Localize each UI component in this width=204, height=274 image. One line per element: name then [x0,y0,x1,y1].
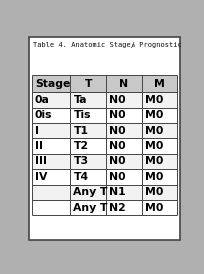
Text: N0: N0 [109,141,126,151]
Text: N0: N0 [109,156,126,167]
Text: N: N [119,79,128,89]
Text: 0a: 0a [35,95,50,105]
Bar [32,154,177,169]
Bar [32,92,177,108]
Text: 0is: 0is [35,110,52,120]
Text: IV: IV [35,172,47,182]
Bar [32,169,177,185]
Bar [32,75,177,92]
Text: N0: N0 [109,95,126,105]
Bar [32,108,177,123]
Text: M0: M0 [145,110,163,120]
Text: I: I [35,126,39,136]
Text: N2: N2 [109,203,126,213]
Bar [32,185,177,200]
Text: M0: M0 [145,187,163,197]
Text: T1: T1 [73,126,88,136]
Text: II: II [35,141,43,151]
Text: Any T: Any T [73,187,108,197]
Text: N0: N0 [109,172,126,182]
Text: III: III [35,156,47,167]
Text: a: a [132,43,134,48]
Text: T2: T2 [73,141,89,151]
Text: T4: T4 [73,172,89,182]
Text: Stage: Stage [35,79,70,89]
Text: N0: N0 [109,110,126,120]
Text: Ta: Ta [73,95,87,105]
Text: M0: M0 [145,126,163,136]
Text: T: T [84,79,92,89]
Bar [32,123,177,138]
Text: N0: N0 [109,126,126,136]
Text: Any T: Any T [73,203,108,213]
Text: M0: M0 [145,141,163,151]
Text: M0: M0 [145,156,163,167]
Bar [32,200,177,215]
Text: M: M [154,79,165,89]
Text: M0: M0 [145,172,163,182]
Text: T3: T3 [73,156,89,167]
Text: N1: N1 [109,187,126,197]
Text: M0: M0 [145,95,163,105]
Text: Tis: Tis [73,110,91,120]
Text: Table 4. Anatomic Stage/ Prognostic Groups: Table 4. Anatomic Stage/ Prognostic Grou… [33,42,204,48]
Text: M0: M0 [145,203,163,213]
Bar [32,138,177,154]
